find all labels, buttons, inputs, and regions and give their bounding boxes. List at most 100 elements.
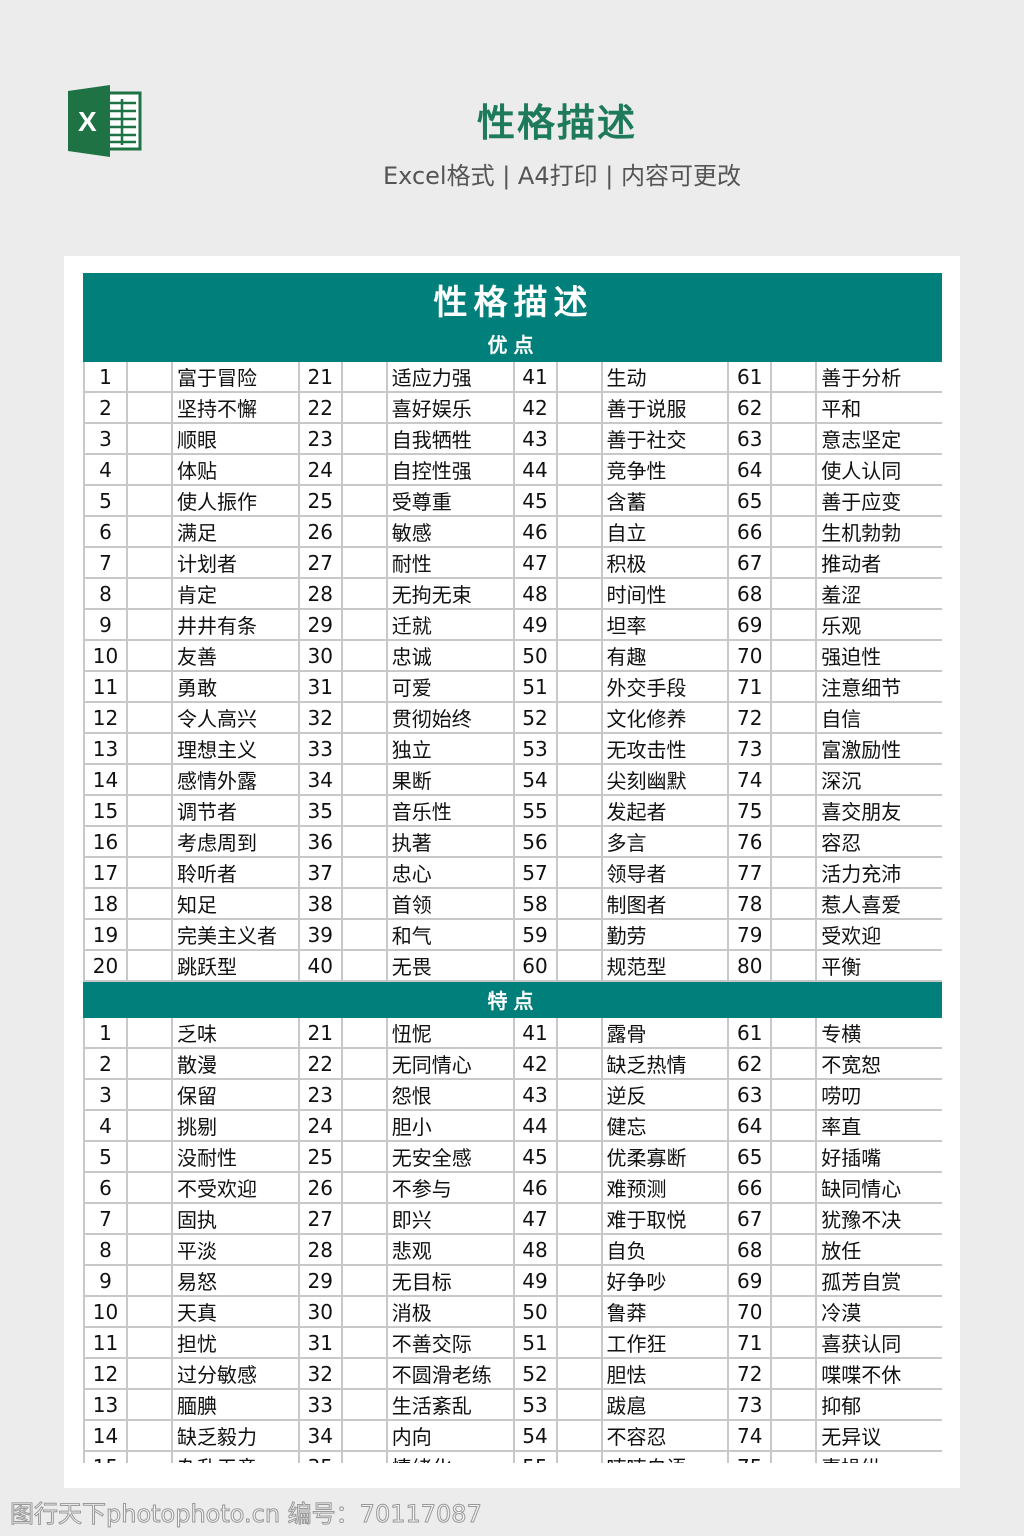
blank-cell xyxy=(340,391,388,424)
blank-cell xyxy=(555,360,603,393)
blank-cell xyxy=(340,763,388,796)
item-number: 48 xyxy=(512,1233,558,1266)
item-number: 39 xyxy=(297,918,343,951)
blank-cell xyxy=(555,1295,603,1328)
table-row: 17 聆听者 37 忠心 57 领导者 77 活力充沛 xyxy=(83,856,942,889)
section-header-row: 特点 xyxy=(83,980,942,1018)
trait-cell: 音乐性 xyxy=(385,794,515,827)
table-row: 4 挑剔 24 胆小 44 健忘 64 率直 xyxy=(83,1109,942,1142)
blank-cell xyxy=(555,484,603,517)
blank-cell xyxy=(340,1233,388,1266)
trait-cell: 使人振作 xyxy=(171,484,300,517)
blank-cell xyxy=(126,670,173,703)
trait-cell: 竞争性 xyxy=(600,453,730,486)
item-number: 80 xyxy=(727,949,773,982)
blank-cell xyxy=(770,1078,818,1111)
table-row: 9 易怒 29 无目标 49 好争吵 69 孤芳自赏 xyxy=(83,1264,942,1297)
trait-cell: 推动者 xyxy=(815,546,942,579)
trait-cell: 尖刻幽默 xyxy=(600,763,730,796)
table-row: 2 散漫 22 无同情心 42 缺乏热情 62 不宽恕 xyxy=(83,1047,942,1080)
blank-cell xyxy=(555,422,603,455)
item-number: 64 xyxy=(727,1109,773,1142)
item-number: 33 xyxy=(297,1388,343,1421)
blank-cell xyxy=(555,887,603,920)
trait-cell: 内向 xyxy=(385,1419,515,1452)
trait-cell: 规范型 xyxy=(600,949,730,982)
blank-cell xyxy=(770,484,818,517)
trait-cell: 羞涩 xyxy=(815,577,942,610)
item-number: 46 xyxy=(512,1171,558,1204)
table-row: 8 肯定 28 无拘无束 48 时间性 68 羞涩 xyxy=(83,577,942,610)
blank-cell xyxy=(770,1264,818,1297)
item-number: 71 xyxy=(727,1326,773,1359)
blank-cell xyxy=(555,825,603,858)
trait-cell: 生动 xyxy=(600,360,730,393)
trait-cell: 善于社交 xyxy=(600,422,730,455)
trait-cell: 肯定 xyxy=(171,577,300,610)
table-row: 10 天真 30 消极 50 鲁莽 70 冷漠 xyxy=(83,1295,942,1328)
item-number: 74 xyxy=(727,1419,773,1452)
item-number: 15 xyxy=(83,1450,128,1463)
trait-cell: 天真 xyxy=(171,1295,300,1328)
trait-cell: 执著 xyxy=(385,825,515,858)
item-number: 50 xyxy=(512,639,558,672)
trait-cell: 好插嘴 xyxy=(815,1140,942,1173)
trait-cell: 胆怯 xyxy=(600,1357,730,1390)
item-number: 61 xyxy=(727,1016,773,1049)
item-number: 12 xyxy=(83,1357,128,1390)
blank-cell xyxy=(126,1450,173,1463)
item-number: 4 xyxy=(83,1109,128,1142)
item-number: 5 xyxy=(83,1140,128,1173)
excel-icon: X xyxy=(68,85,142,157)
item-number: 52 xyxy=(512,701,558,734)
trait-cell: 外交手段 xyxy=(600,670,730,703)
blank-cell xyxy=(770,918,818,951)
svg-text:X: X xyxy=(78,106,97,137)
blank-cell xyxy=(555,763,603,796)
trait-cell: 喃喃自语 xyxy=(600,1450,730,1463)
trait-cell: 迁就 xyxy=(385,608,515,641)
item-number: 73 xyxy=(727,732,773,765)
trait-cell: 首领 xyxy=(385,887,515,920)
item-number: 11 xyxy=(83,670,128,703)
item-number: 34 xyxy=(297,763,343,796)
blank-cell xyxy=(340,1016,388,1049)
blank-cell xyxy=(770,1326,818,1359)
blank-cell xyxy=(126,1171,173,1204)
item-number: 53 xyxy=(512,1388,558,1421)
blank-cell xyxy=(555,1264,603,1297)
blank-cell xyxy=(340,1295,388,1328)
blank-cell xyxy=(555,391,603,424)
item-number: 40 xyxy=(297,949,343,982)
item-number: 26 xyxy=(297,1171,343,1204)
trait-cell: 优柔寡断 xyxy=(600,1140,730,1173)
trait-cell: 适应力强 xyxy=(385,360,515,393)
blank-cell xyxy=(340,1202,388,1235)
item-number: 1 xyxy=(83,360,128,393)
item-number: 70 xyxy=(727,1295,773,1328)
trait-cell: 健忘 xyxy=(600,1109,730,1142)
item-number: 41 xyxy=(512,360,558,393)
item-number: 62 xyxy=(727,391,773,424)
blank-cell xyxy=(340,484,388,517)
blank-cell xyxy=(770,1419,818,1452)
blank-cell xyxy=(126,577,173,610)
trait-cell: 意志坚定 xyxy=(815,422,942,455)
blank-cell xyxy=(770,763,818,796)
trait-cell: 令人高兴 xyxy=(171,701,300,734)
trait-cell: 可爱 xyxy=(385,670,515,703)
blank-cell xyxy=(770,1109,818,1142)
blank-cell xyxy=(126,1047,173,1080)
item-number: 35 xyxy=(297,1450,343,1463)
table-row: 6 满足 26 敏感 46 自立 66 生机勃勃 xyxy=(83,515,942,548)
trait-cell: 考虑周到 xyxy=(171,825,300,858)
trait-cell: 多言 xyxy=(600,825,730,858)
blank-cell xyxy=(555,1450,603,1463)
trait-cell: 专横 xyxy=(815,1016,942,1049)
item-number: 74 xyxy=(727,763,773,796)
table-row: 20 跳跃型 40 无畏 60 规范型 80 平衡 xyxy=(83,949,942,982)
item-number: 44 xyxy=(512,453,558,486)
blank-cell xyxy=(340,1171,388,1204)
blank-cell xyxy=(770,856,818,889)
item-number: 31 xyxy=(297,670,343,703)
